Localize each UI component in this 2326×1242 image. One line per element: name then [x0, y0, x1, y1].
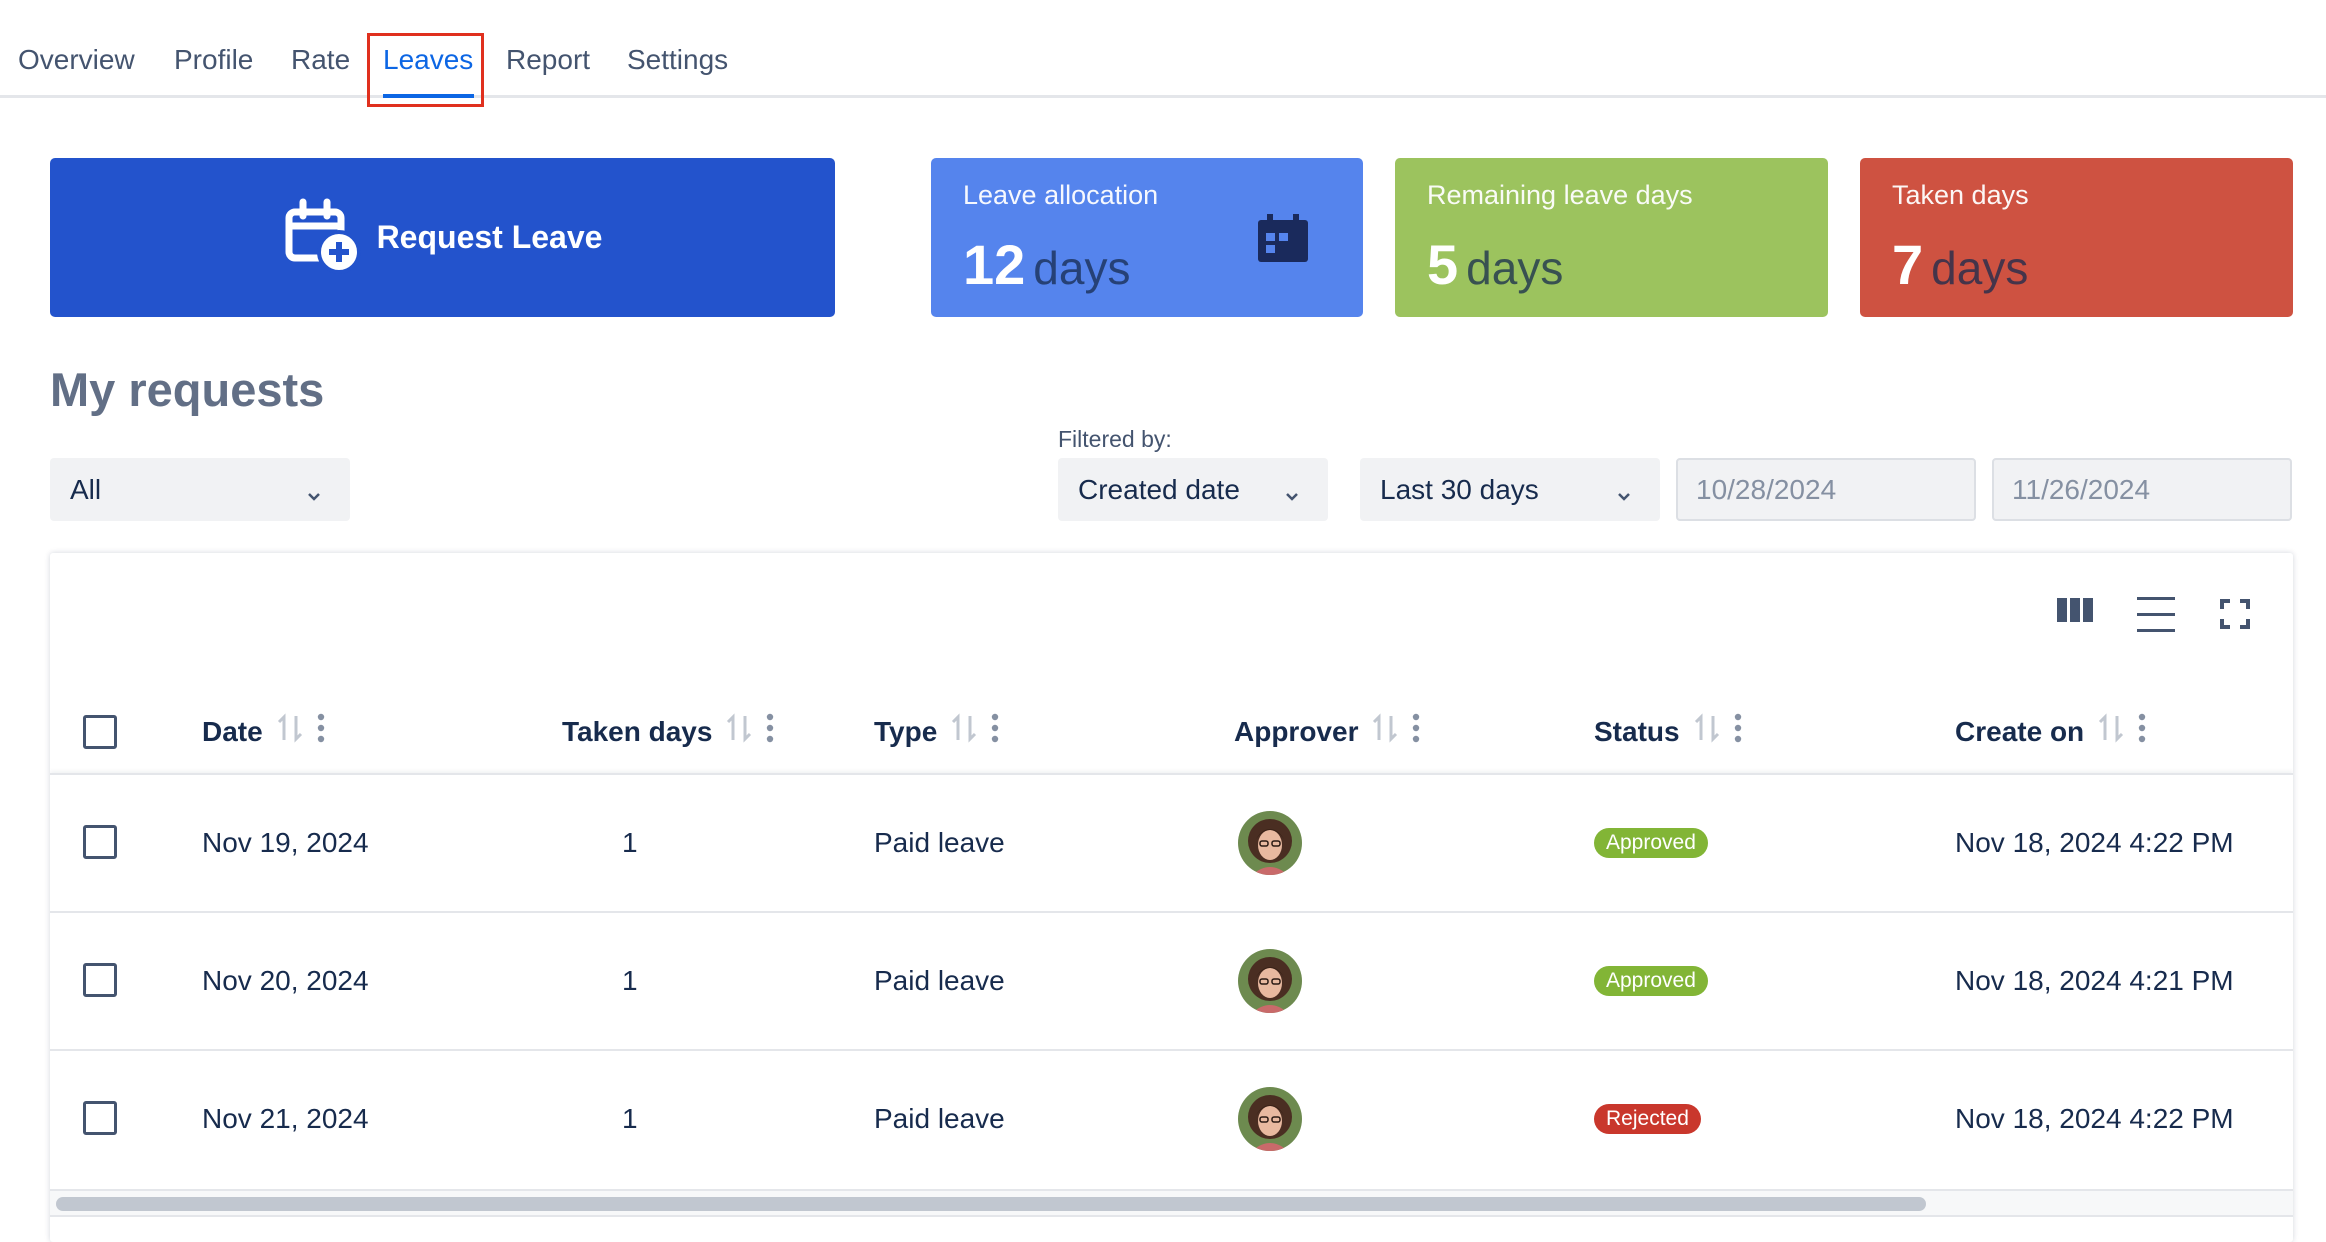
cell-created-on: Nov 18, 2024 4:22 PM: [1955, 827, 2234, 858]
remaining-leave-label: Remaining leave days: [1427, 180, 1693, 210]
scrollbar-thumb[interactable]: [56, 1197, 1926, 1211]
cell-date: Nov 20, 2024: [202, 965, 369, 996]
columns-icon[interactable]: [2056, 595, 2094, 630]
leave-allocation-card: Leave allocation 12 days: [931, 158, 1363, 317]
density-icon[interactable]: [2136, 595, 2176, 640]
column-header-label: Date: [202, 715, 263, 747]
leave-allocation-unit: days: [1033, 242, 1131, 294]
status-badge: Rejected: [1594, 1104, 1701, 1134]
taken-days-label: Taken days: [1892, 180, 2029, 210]
more-options-icon[interactable]: [766, 713, 774, 750]
leave-allocation-label: Leave allocation: [963, 180, 1159, 210]
more-options-icon[interactable]: [1734, 713, 1742, 750]
sort-icon[interactable]: [951, 713, 977, 750]
remaining-leave-unit: days: [1466, 242, 1564, 294]
approver-avatar[interactable]: [1238, 1087, 1302, 1151]
chevron-down-icon: [1616, 480, 1632, 512]
active-tab-indicator: [383, 94, 474, 98]
column-header-label: Status: [1594, 715, 1680, 747]
column-header-approver[interactable]: Approver: [1234, 713, 1420, 750]
leave-allocation-number: 12: [963, 233, 1026, 296]
tab-overview[interactable]: Overview: [18, 44, 135, 75]
chevron-down-icon: [1284, 480, 1300, 512]
remaining-leave-card: Remaining leave days 5 days: [1395, 158, 1828, 317]
approver-avatar[interactable]: [1238, 949, 1302, 1013]
more-options-icon[interactable]: [1412, 713, 1420, 750]
column-header-status[interactable]: Status: [1594, 713, 1742, 750]
tab-bar: Overview Profile Rate Leaves Report Sett…: [0, 0, 2326, 107]
filtered-by-label: Filtered by:: [1058, 426, 1172, 452]
leave-allocation-value: 12 days: [963, 232, 1130, 297]
cell-taken-days: 1: [622, 1103, 638, 1134]
column-header-label: Taken days: [562, 715, 713, 747]
status-filter-value: All: [70, 473, 102, 505]
cell-created-on: Nov 18, 2024 4:22 PM: [1955, 1103, 2234, 1134]
tab-leaves[interactable]: Leaves: [383, 44, 474, 75]
cell-date: Nov 21, 2024: [202, 1103, 369, 1134]
sort-icon[interactable]: [2098, 713, 2124, 750]
start-date-input[interactable]: [1676, 458, 1976, 521]
end-date-input[interactable]: [1992, 458, 2292, 521]
tab-profile[interactable]: Profile: [174, 44, 254, 75]
tab-rate[interactable]: Rate: [291, 44, 351, 75]
taken-days-card: Taken days 7 days: [1860, 158, 2293, 317]
date-range-value: Last 30 days: [1380, 473, 1539, 505]
chevron-down-icon: [306, 480, 322, 512]
column-header-date[interactable]: Date: [202, 713, 325, 750]
calendar-icon: [1258, 214, 1308, 267]
page-title: My requests: [50, 363, 325, 416]
fullscreen-icon[interactable]: [2220, 599, 2250, 634]
table-row[interactable]: Nov 21, 2024 1 Paid leave Rejected Nov 1…: [50, 1049, 2293, 1187]
table-row[interactable]: Nov 19, 2024 1 Paid leave Approved Nov 1…: [50, 773, 2293, 911]
cell-created-on: Nov 18, 2024 4:21 PM: [1955, 965, 2234, 996]
sort-icon[interactable]: [277, 713, 303, 750]
row-checkbox[interactable]: [83, 1101, 117, 1135]
column-header-taken-days[interactable]: Taken days: [562, 713, 774, 750]
cell-type: Paid leave: [874, 965, 1005, 996]
sort-icon[interactable]: [1372, 713, 1398, 750]
more-options-icon[interactable]: [317, 713, 325, 750]
cell-taken-days: 1: [622, 827, 638, 858]
more-options-icon[interactable]: [991, 713, 999, 750]
remaining-leave-number: 5: [1427, 233, 1459, 296]
approver-avatar[interactable]: [1238, 811, 1302, 875]
taken-days-value: 7 days: [1892, 232, 2028, 297]
status-badge: Approved: [1594, 966, 1708, 996]
column-header-label: Approver: [1234, 715, 1359, 747]
sort-icon[interactable]: [726, 713, 752, 750]
more-options-icon[interactable]: [2138, 713, 2146, 750]
column-header-type[interactable]: Type: [874, 713, 999, 750]
remaining-leave-value: 5 days: [1427, 232, 1563, 297]
filter-field-value: Created date: [1078, 473, 1240, 505]
status-badge: Approved: [1594, 828, 1708, 858]
status-filter-select[interactable]: All: [50, 458, 350, 521]
date-range-select[interactable]: Last 30 days: [1360, 458, 1660, 521]
column-header-create-on[interactable]: Create on: [1955, 713, 2146, 750]
cell-type: Paid leave: [874, 1103, 1005, 1134]
request-leave-button[interactable]: Request Leave: [50, 158, 835, 317]
taken-days-unit: days: [1931, 242, 2029, 294]
tab-report[interactable]: Report: [506, 44, 591, 75]
table-row[interactable]: Nov 20, 2024 1 Paid leave Approved Nov 1…: [50, 911, 2293, 1049]
request-leave-label: Request Leave: [376, 219, 603, 255]
horizontal-scrollbar[interactable]: [50, 1189, 2293, 1217]
cell-type: Paid leave: [874, 827, 1005, 858]
tab-highlight-box: [367, 33, 484, 107]
cell-date: Nov 19, 2024: [202, 827, 369, 858]
column-header-label: Type: [874, 715, 938, 747]
row-checkbox[interactable]: [83, 825, 117, 859]
calendar-plus-icon: [283, 198, 363, 277]
column-header-label: Create on: [1955, 715, 2085, 747]
tab-settings[interactable]: Settings: [627, 44, 729, 75]
taken-days-number: 7: [1892, 233, 1924, 296]
requests-table: Date Taken days Type Approver Status Cre…: [50, 553, 2293, 1242]
filter-field-select[interactable]: Created date: [1058, 458, 1328, 521]
row-checkbox[interactable]: [83, 963, 117, 997]
sort-icon[interactable]: [1694, 713, 1720, 750]
select-all-checkbox[interactable]: [83, 715, 117, 749]
cell-taken-days: 1: [622, 965, 638, 996]
